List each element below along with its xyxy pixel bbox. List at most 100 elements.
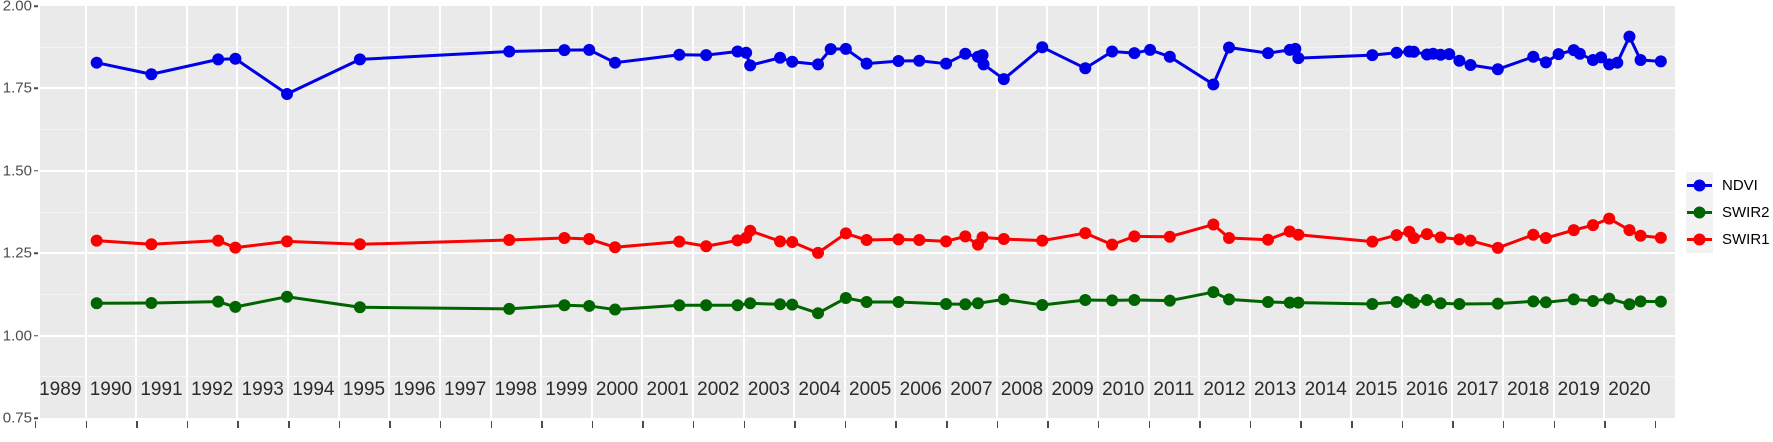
data-point <box>1573 47 1586 60</box>
data-point <box>1292 296 1305 309</box>
series-swir1 <box>90 212 1667 259</box>
data-point <box>1552 48 1565 61</box>
data-point <box>1283 296 1296 309</box>
data-point <box>609 303 622 316</box>
data-point <box>1079 294 1092 306</box>
data-point <box>212 295 225 308</box>
data-point <box>1366 235 1379 248</box>
y-axis-tick-mark <box>34 252 38 254</box>
x-axis-tick-mark <box>85 421 88 428</box>
data-point <box>839 42 852 55</box>
gridline-minor-horizontal <box>40 129 1675 131</box>
y-axis-tick-label: 1.00 <box>2 327 32 345</box>
data-point <box>1106 238 1119 251</box>
data-point <box>786 298 799 311</box>
legend-item-swir1[interactable]: SWIR1 <box>1686 226 1772 253</box>
x-axis-tick-label: 1995 <box>342 379 386 400</box>
series-swir2 <box>90 286 1667 320</box>
data-point <box>1623 30 1636 43</box>
data-point <box>1207 78 1220 91</box>
data-point <box>229 241 242 254</box>
data-point <box>1453 54 1466 67</box>
legend-key-icon <box>1686 172 1713 199</box>
chart-legend: NDVI SWIR2 SWIR1 <box>1686 172 1772 253</box>
data-point <box>1366 49 1379 62</box>
data-point <box>1634 54 1647 67</box>
legend-item-ndvi[interactable]: NDVI <box>1686 172 1772 199</box>
data-point <box>1144 43 1157 56</box>
data-point <box>940 235 953 248</box>
data-point <box>609 56 622 69</box>
x-axis-tick-mark <box>1047 421 1049 428</box>
data-point <box>940 57 953 70</box>
x-axis-tick-mark <box>692 421 695 428</box>
legend-item-swir2[interactable]: SWIR2 <box>1686 199 1772 226</box>
x-axis-tick-label: 1999 <box>545 379 588 400</box>
data-point <box>229 52 242 65</box>
data-point <box>1527 50 1540 63</box>
data-point <box>1292 52 1305 65</box>
data-point <box>812 307 825 320</box>
data-point <box>1128 230 1141 243</box>
data-point <box>700 49 713 62</box>
data-point <box>1527 228 1540 241</box>
x-axis-tick-label: 2000 <box>595 379 639 400</box>
data-point <box>860 234 873 247</box>
data-point <box>503 234 516 247</box>
data-point <box>1623 298 1636 311</box>
x-axis-tick-mark <box>895 421 897 428</box>
data-point <box>1223 41 1236 54</box>
x-axis-tick-label: 2016 <box>1405 379 1449 400</box>
data-point <box>1654 55 1667 68</box>
data-point <box>558 299 571 312</box>
x-axis-tick-label: 1993 <box>241 379 284 400</box>
x-axis-tick-mark <box>34 421 37 428</box>
data-point <box>145 68 158 81</box>
x-axis-tick-mark <box>186 421 189 428</box>
y-axis-tick-label: 1.75 <box>2 79 32 97</box>
data-point <box>281 235 294 248</box>
x-axis-tick-label: 2006 <box>899 379 942 400</box>
data-point <box>1491 63 1504 76</box>
gridline-minor-horizontal <box>40 211 1675 213</box>
data-point <box>1079 227 1092 240</box>
data-point <box>744 297 757 310</box>
data-point <box>1603 292 1616 305</box>
x-axis-tick-label: 2009 <box>1051 379 1094 400</box>
x-axis-tick-label: 2020 <box>1608 379 1651 400</box>
x-axis-tick-label: 2011 <box>1153 379 1195 400</box>
data-point <box>558 44 571 57</box>
x-axis-tick-mark <box>136 421 138 428</box>
x-axis-tick-mark <box>1401 421 1404 428</box>
x-axis-tick-mark <box>1502 421 1505 428</box>
data-point <box>503 302 516 315</box>
x-axis-tick-label: 1991 <box>140 379 183 400</box>
data-point <box>1407 296 1420 309</box>
data-point <box>740 46 753 59</box>
x-axis-tick-label: 1996 <box>393 379 436 400</box>
data-point <box>976 49 989 62</box>
data-point <box>673 235 686 248</box>
data-point <box>1036 298 1049 311</box>
data-point <box>1207 218 1220 231</box>
x-axis-tick-mark <box>1654 421 1657 428</box>
data-point <box>860 295 873 308</box>
data-point <box>1434 48 1447 61</box>
series-line <box>95 35 1663 96</box>
data-point <box>971 297 984 310</box>
series-ndvi <box>90 30 1667 100</box>
data-point <box>976 231 989 244</box>
gridline-major-horizontal <box>40 334 1675 337</box>
x-axis-tick-mark <box>844 421 847 428</box>
data-point <box>1654 231 1667 244</box>
x-axis-tick-label: 2002 <box>697 379 740 400</box>
x-axis-tick-mark <box>1249 421 1252 428</box>
gridline-minor-horizontal <box>40 376 1675 378</box>
data-point <box>90 234 103 247</box>
y-axis-tick-mark <box>34 417 38 419</box>
legend-item-label: SWIR2 <box>1722 204 1770 221</box>
data-point <box>1262 295 1275 308</box>
data-point <box>959 230 972 243</box>
x-axis-tick-mark <box>642 421 644 428</box>
